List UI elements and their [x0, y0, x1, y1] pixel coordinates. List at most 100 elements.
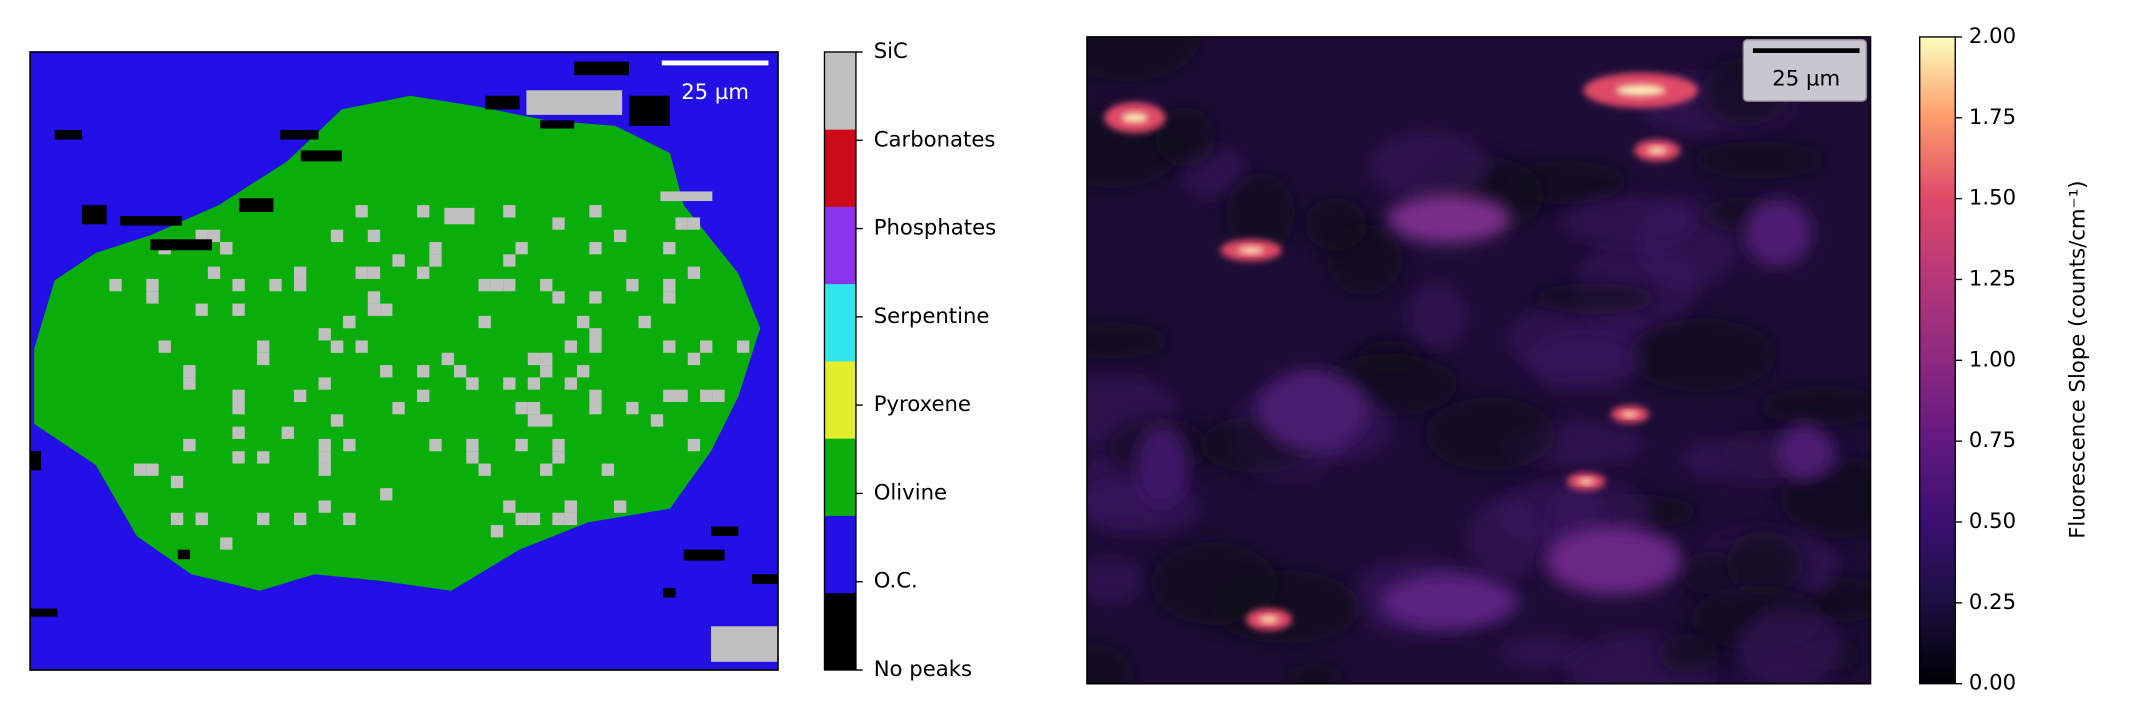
sic-pixel: [220, 537, 233, 550]
glow: [1380, 574, 1518, 629]
sic-pixel: [564, 377, 578, 390]
no-peaks-region: [711, 526, 739, 537]
sic-pixel: [540, 463, 553, 476]
colorbar-label: Fluorescence Slope (counts/cm⁻¹): [2064, 180, 2089, 538]
sic-pixel: [380, 488, 393, 501]
glow: [1743, 198, 1812, 267]
sic-pixel: [207, 229, 221, 243]
sic-pixel: [589, 291, 602, 304]
colorbar-tick-label: Olivine: [874, 479, 947, 504]
hotspot-core: [1259, 615, 1279, 623]
sic-pixel: [687, 266, 701, 279]
sic-pixel: [663, 278, 676, 292]
colorbar-swatch: [824, 592, 856, 671]
glow: [1387, 194, 1511, 244]
sic-pixel: [577, 365, 590, 378]
sic-pixel: [367, 266, 381, 279]
sic-pixel: [515, 242, 528, 255]
texture: [1425, 397, 1556, 472]
sic-pixel: [515, 438, 528, 452]
map-frame: [1086, 36, 1872, 685]
no-peaks-region: [150, 239, 212, 251]
colorbar-tick-label: 0.00: [1969, 670, 2016, 695]
sic-pixel: [318, 438, 331, 452]
sic-pixel: [392, 254, 405, 267]
sic-pixel: [293, 512, 307, 526]
sic-pixel: [527, 377, 541, 390]
no-peaks-region: [120, 216, 182, 226]
sic-pixel: [552, 451, 565, 464]
sic-pixel: [675, 389, 688, 403]
sic-pixel: [417, 389, 430, 403]
texture: [1737, 606, 1844, 684]
colorbar-tick-label: 1.25: [1969, 265, 2016, 290]
sic-pixel: [527, 402, 541, 415]
no-peaks-region: [752, 574, 778, 584]
sic-pixel: [503, 278, 516, 292]
mineral-map: [30, 51, 778, 671]
sic-pixel: [626, 402, 639, 415]
sic-pixel: [577, 315, 590, 329]
sic-pixel: [552, 438, 565, 452]
sic-pixel: [367, 229, 381, 243]
scale-bar-label: 25 µm: [1772, 65, 1840, 90]
sic-pixel: [183, 377, 196, 390]
sic-pixel: [515, 512, 528, 526]
sic-pixel: [700, 340, 713, 353]
sic-pixel: [453, 365, 467, 378]
sic-pixel: [736, 340, 750, 353]
sic-pixel: [380, 303, 393, 316]
sic-pixel: [318, 328, 331, 341]
no-peaks-region: [54, 129, 83, 140]
sic-pixel: [330, 414, 344, 427]
sic-pixel: [466, 377, 479, 390]
sic-pixel: [330, 229, 344, 243]
sic-pixel: [613, 229, 627, 243]
sic-pixel: [503, 500, 516, 513]
sic-pixel: [220, 242, 233, 255]
sic-pixel: [663, 389, 676, 403]
texture: [1562, 196, 1695, 247]
sic-pixel: [257, 352, 270, 366]
sic-pixel: [183, 438, 196, 452]
no-peaks-region: [30, 608, 58, 617]
sic-pixel: [675, 217, 688, 230]
sic-pixel: [195, 229, 208, 243]
sic-pixel: [207, 266, 221, 279]
hotspot-core: [1647, 147, 1668, 154]
texture: [1087, 643, 1135, 684]
sic-pixel: [478, 315, 491, 329]
sic-pixel: [343, 512, 356, 526]
texture: [1087, 322, 1169, 360]
texture: [1692, 141, 1827, 179]
sic-pixel: [712, 389, 725, 403]
sic-pixel: [367, 303, 381, 316]
texture: [1760, 385, 1871, 427]
colorbar-tick-label: Serpentine: [874, 303, 990, 328]
colorbar-swatch: [824, 515, 856, 594]
sic-pixel: [626, 278, 639, 292]
colorbar-tick-label: Phosphates: [874, 215, 996, 240]
sic-pixel: [355, 266, 368, 279]
sic-pixel: [318, 377, 331, 390]
sic-pixel: [466, 451, 479, 464]
texture: [1627, 318, 1777, 393]
hotspot-core: [1121, 112, 1148, 123]
no-peaks-region: [540, 120, 575, 129]
sic-pixel: [552, 217, 565, 230]
sic-pixel: [503, 377, 516, 390]
no-peaks-region: [300, 150, 342, 162]
colorbar-tick-label: 0.75: [1969, 427, 2016, 452]
sic-pixel: [133, 463, 147, 476]
sic-pixel: [293, 266, 307, 279]
no-peaks-region: [628, 95, 670, 126]
texture: [1087, 558, 1143, 603]
sic-pixel: [441, 352, 454, 366]
colorbar-swatch: [824, 129, 856, 207]
sic-pixel: [613, 500, 627, 513]
no-peaks-region: [683, 549, 725, 561]
sic-pixel: [478, 278, 491, 292]
sic-pixel: [318, 500, 331, 513]
sic-pixel: [466, 438, 479, 452]
hotspot-core: [1621, 411, 1639, 418]
